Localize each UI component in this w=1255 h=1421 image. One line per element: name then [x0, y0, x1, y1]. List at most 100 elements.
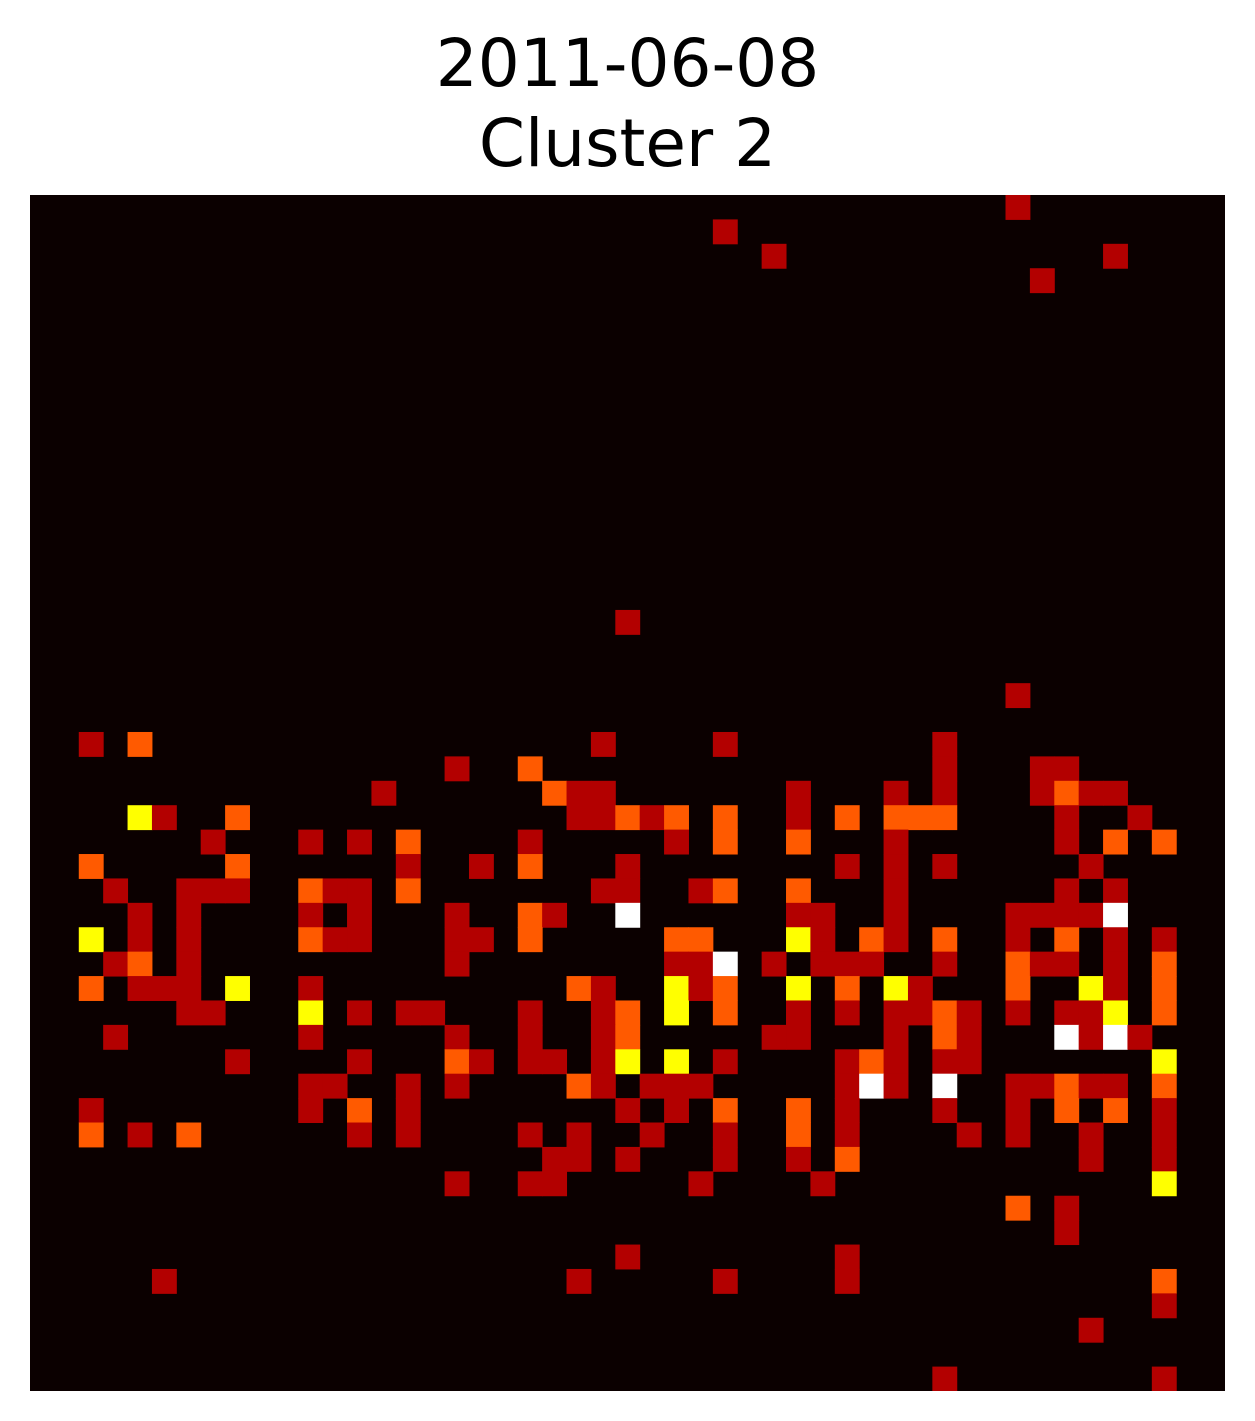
heatmap-cell: [786, 780, 811, 806]
heatmap-cell: [712, 829, 738, 855]
heatmap-cell: [1103, 1098, 1128, 1124]
heatmap-cell: [225, 1049, 250, 1075]
heatmap-cell: [322, 927, 348, 953]
heatmap-cell: [834, 1146, 860, 1172]
heatmap-cell: [712, 1268, 738, 1294]
heatmap-cell: [786, 1098, 811, 1124]
heatmap-cell: [810, 902, 836, 928]
heatmap-cell: [566, 1268, 592, 1294]
heatmap-cell: [932, 1049, 958, 1075]
heatmap-cell: [664, 976, 689, 1001]
heatmap-cell: [1078, 1073, 1104, 1099]
heatmap-cell: [1078, 854, 1104, 879]
heatmap-cell: [1054, 902, 1080, 928]
heatmap-cell: [834, 1268, 860, 1294]
heatmap-cell: [1103, 1073, 1128, 1099]
heatmap-cell: [712, 1122, 738, 1148]
heatmap-cell: [1151, 1049, 1177, 1075]
heatmap-cell: [1054, 1024, 1080, 1050]
heatmap-cell: [1103, 1000, 1128, 1026]
heatmap-cell: [883, 902, 909, 928]
heatmap-cell: [517, 1122, 543, 1148]
heatmap-cell: [834, 1244, 860, 1270]
heatmap-cell: [395, 829, 421, 855]
heatmap-cell: [1054, 1000, 1080, 1026]
heatmap-cell: [639, 805, 665, 831]
heatmap-cell: [1127, 1024, 1153, 1050]
heatmap-cell: [347, 927, 372, 953]
heatmap-cell: [932, 927, 958, 953]
heatmap-cell: [127, 976, 153, 1001]
heatmap-cell: [1151, 951, 1177, 977]
heatmap-cell: [517, 902, 543, 928]
heatmap-cell: [1103, 829, 1128, 855]
heatmap-cell: [1029, 780, 1055, 806]
heatmap-cell: [615, 1146, 641, 1172]
heatmap-cell: [664, 1000, 689, 1026]
heatmap-cell: [615, 1098, 641, 1124]
heatmap-cell: [1103, 927, 1128, 953]
heatmap-cell: [151, 1268, 177, 1294]
heatmap-cell: [932, 1366, 958, 1391]
heatmap-cell: [347, 1000, 372, 1026]
heatmap-cell: [176, 976, 202, 1001]
heatmap-cell: [883, 1024, 909, 1050]
heatmap-cell: [200, 1000, 226, 1026]
heatmap-cell: [1029, 902, 1055, 928]
heatmap-cell: [712, 805, 738, 831]
heatmap-cell: [176, 902, 202, 928]
heatmap-cell: [786, 805, 811, 831]
heatmap-cell: [103, 878, 129, 904]
heatmap-cell: [615, 805, 641, 831]
heatmap-cell: [712, 1098, 738, 1124]
heatmap-cell: [786, 1024, 811, 1050]
heatmap-cell: [590, 976, 616, 1001]
heatmap-cell: [1054, 805, 1080, 831]
heatmap-cell: [615, 854, 641, 879]
heatmap-cell: [834, 951, 860, 977]
heatmap-cell: [907, 976, 933, 1001]
heatmap-cell: [1103, 951, 1128, 977]
heatmap-cell: [542, 902, 568, 928]
heatmap-cell: [517, 829, 543, 855]
heatmap-cell: [1151, 1293, 1177, 1319]
heatmap-background: [30, 195, 1225, 1391]
heatmap-cell: [542, 1171, 568, 1197]
heatmap-cell: [395, 878, 421, 904]
heatmap-cell: [1005, 683, 1031, 709]
heatmap-cell: [786, 1122, 811, 1148]
heatmap-cell: [956, 1049, 982, 1075]
heatmap-cell: [590, 1000, 616, 1026]
chart-title: 2011-06-08: [435, 25, 820, 102]
heatmap-cell: [615, 1049, 641, 1075]
heatmap-cell: [956, 1024, 982, 1050]
heatmap-cell: [932, 1000, 958, 1026]
heatmap-cell: [395, 1122, 421, 1148]
heatmap-cell: [688, 1073, 714, 1099]
heatmap-cell: [712, 1146, 738, 1172]
heatmap-cell: [932, 1024, 958, 1050]
heatmap-cell: [566, 1146, 592, 1172]
heatmap-cell: [347, 1049, 372, 1075]
heatmap-cell: [664, 1073, 689, 1099]
heatmap-cell: [1005, 976, 1031, 1001]
chart-subtitle: Cluster 2: [478, 105, 777, 182]
heatmap-cell: [859, 951, 885, 977]
heatmap-cell: [468, 927, 494, 953]
heatmap-cell: [1078, 1122, 1104, 1148]
heatmap-cell: [761, 1024, 787, 1050]
heatmap-cell: [444, 756, 470, 782]
heatmap-cell: [1078, 902, 1104, 928]
heatmap-cell: [298, 1073, 324, 1099]
heatmap-cell: [786, 878, 811, 904]
heatmap-cell: [1151, 927, 1177, 953]
heatmap-cell: [1151, 976, 1177, 1001]
heatmap-cell: [883, 780, 909, 806]
heatmap-cell: [1005, 195, 1031, 220]
heatmap-cell: [1054, 829, 1080, 855]
heatmap-cell: [151, 976, 177, 1001]
heatmap-cell: [78, 1098, 104, 1124]
heatmap-cell: [176, 1000, 202, 1026]
heatmap-cell: [151, 805, 177, 831]
heatmap-cell: [712, 1049, 738, 1075]
